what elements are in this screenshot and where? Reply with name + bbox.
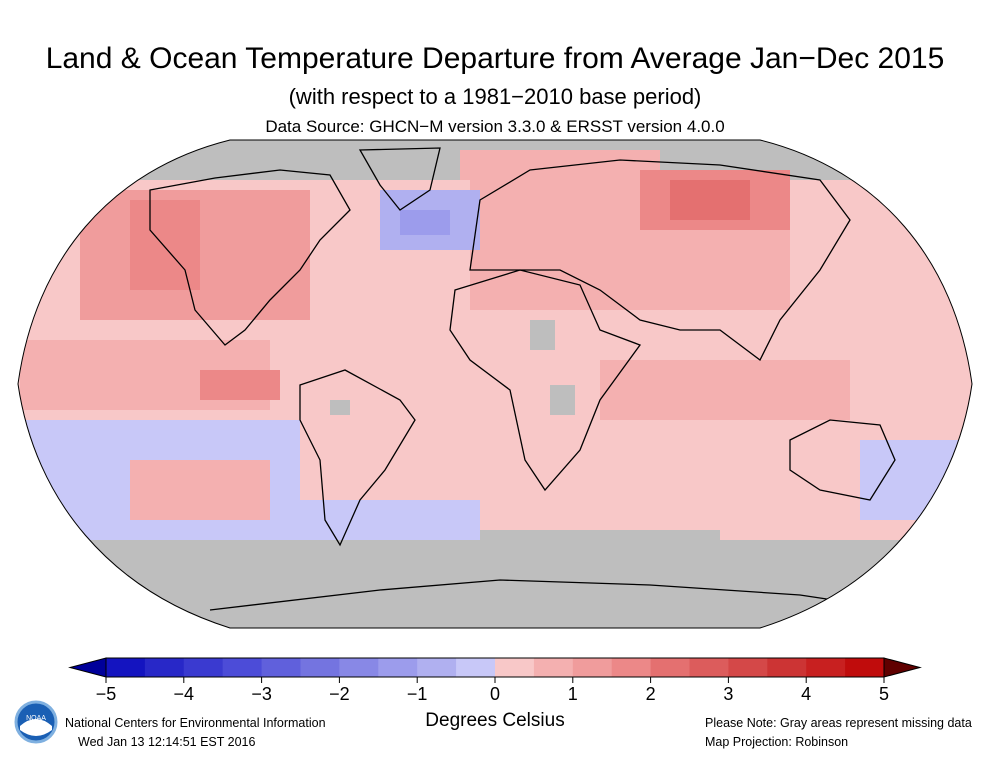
org-name: National Centers for Environmental Infor… bbox=[65, 716, 326, 730]
colorbar-tick-label: −3 bbox=[251, 684, 272, 704]
colorbar-under-arrow bbox=[68, 657, 107, 678]
colorbar-tick-label: 1 bbox=[567, 684, 578, 704]
anomaly-patch bbox=[600, 360, 850, 420]
colorbar-tick-label: 3 bbox=[723, 684, 734, 704]
colorbar-tick-label: 5 bbox=[878, 684, 889, 704]
antarctica-outline bbox=[209, 579, 901, 611]
colorbar-segment bbox=[106, 658, 146, 677]
greenland-outline bbox=[358, 147, 441, 211]
map-title: Land & Ocean Temperature Departure from … bbox=[45, 42, 945, 75]
africa-outline bbox=[449, 269, 642, 492]
missing-patch bbox=[530, 320, 555, 350]
north-america-outline bbox=[149, 169, 351, 346]
anomaly-patch bbox=[130, 460, 270, 520]
projection-note: Map Projection: Robinson bbox=[705, 735, 849, 749]
anomaly-field bbox=[18, 140, 972, 628]
eurasia-outline bbox=[469, 159, 851, 361]
colorbar-over-arrow bbox=[883, 657, 922, 678]
colorbar-segment bbox=[378, 658, 418, 677]
cold-patch bbox=[400, 210, 450, 235]
colorbar-segment bbox=[183, 658, 224, 677]
colorbar-segment bbox=[495, 658, 535, 677]
colorbar-segment bbox=[611, 658, 652, 677]
colorbar bbox=[68, 657, 922, 683]
missing-patch bbox=[480, 530, 720, 560]
noaa-logo: NOAA bbox=[14, 700, 58, 744]
colorbar-segment bbox=[650, 658, 690, 677]
data-source: Data Source: GHCN−M version 3.3.0 & ERSS… bbox=[265, 117, 725, 136]
colorbar-segment bbox=[767, 658, 807, 677]
missing-data-note: Please Note: Gray areas represent missin… bbox=[705, 716, 972, 730]
colorbar-segment bbox=[417, 658, 457, 677]
map-subtitle: (with respect to a 1981−2010 base period… bbox=[288, 84, 702, 109]
cold-patch bbox=[300, 500, 480, 540]
colorbar-tick-label: 0 bbox=[489, 684, 500, 704]
colorbar-segment bbox=[533, 658, 574, 677]
colorbar-segment bbox=[806, 658, 846, 677]
colorbar-tick-label: 4 bbox=[801, 684, 812, 704]
colorbar-segment bbox=[689, 658, 729, 677]
colorbar-segment bbox=[144, 658, 185, 677]
anomaly-patch bbox=[670, 180, 750, 220]
colorbar-segment bbox=[339, 658, 379, 677]
missing-patch bbox=[330, 400, 350, 415]
timestamp: Wed Jan 13 12:14:51 EST 2016 bbox=[78, 735, 256, 749]
colorbar-segment bbox=[222, 658, 263, 677]
cold-patch bbox=[860, 440, 972, 520]
colorbar-tick-label: −4 bbox=[173, 684, 195, 704]
colorbar-segment bbox=[456, 658, 496, 677]
colorbar-tick-label: 2 bbox=[645, 684, 656, 704]
anomaly-patch bbox=[130, 200, 200, 290]
south-america-outline bbox=[299, 369, 416, 547]
coastlines bbox=[149, 147, 901, 611]
colorbar-tick-label: −5 bbox=[95, 684, 117, 704]
colorbar-segment bbox=[845, 658, 885, 677]
colorbar-label: Degrees Celsius bbox=[425, 710, 565, 731]
colorbar-tick-label: −2 bbox=[329, 684, 350, 704]
svg-text:NOAA: NOAA bbox=[26, 715, 46, 722]
colorbar-segment bbox=[572, 658, 613, 677]
colorbar-segment bbox=[261, 658, 301, 677]
colorbar-segment bbox=[300, 658, 340, 677]
colorbar-tick-label: −1 bbox=[406, 684, 428, 704]
anomaly-patch bbox=[200, 370, 280, 400]
colorbar-segment bbox=[728, 658, 768, 677]
missing-patch bbox=[550, 385, 575, 415]
australia-outline bbox=[789, 419, 896, 501]
